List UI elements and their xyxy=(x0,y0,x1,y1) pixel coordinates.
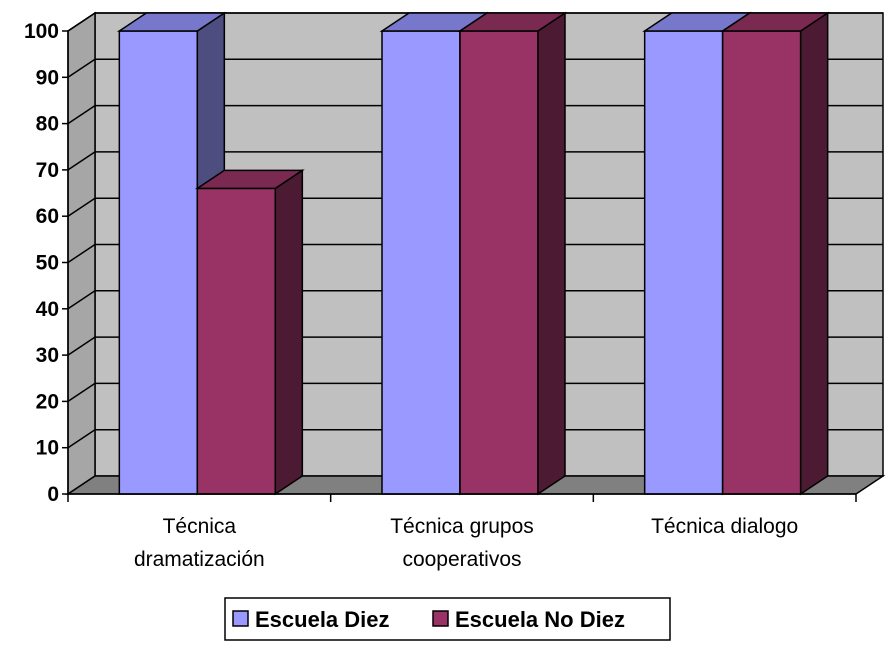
y-tick-label: 60 xyxy=(36,205,59,228)
y-tick-label: 10 xyxy=(36,437,59,460)
y-tick-label: 20 xyxy=(36,390,59,413)
x-tick-label: Técnica dialogo xyxy=(651,515,798,538)
bar-side xyxy=(274,169,304,496)
gridline xyxy=(67,428,883,449)
bar-front xyxy=(381,30,461,495)
bar xyxy=(457,11,568,496)
x-axis-ticks: Técnica dramatización Técnica grupos cooper… xyxy=(67,493,857,571)
bar-side xyxy=(537,11,566,496)
bar xyxy=(116,11,227,496)
gridline xyxy=(67,382,883,403)
y-tick-label: 70 xyxy=(36,159,59,182)
gridline xyxy=(67,197,883,217)
x-tick-label-line: Técnica xyxy=(163,515,237,538)
y-axis-ticks: 0 10 20 30 40 50 60 70 80 90 100 xyxy=(24,20,69,506)
bar-front xyxy=(459,30,539,495)
gridline xyxy=(67,336,883,356)
legend: Escuela Diez Escuela No Diez xyxy=(224,597,671,641)
bar-top xyxy=(457,12,568,32)
bar-side xyxy=(799,11,829,496)
bars xyxy=(116,11,831,496)
y-tick-label: 90 xyxy=(36,66,59,89)
gridline xyxy=(67,151,883,171)
x-tick-label-line: dramatización xyxy=(134,548,265,571)
gridline xyxy=(67,58,883,78)
gridlines xyxy=(67,12,883,449)
y-tick-label: 30 xyxy=(36,344,59,367)
bar-front xyxy=(118,30,199,495)
bar-front xyxy=(721,30,802,495)
x-tick-label: Técnica grupos cooperativos xyxy=(390,515,534,571)
legend-label: Escuela No Diez xyxy=(455,607,625,632)
legend-label: Escuela Diez xyxy=(255,607,390,632)
x-tick-label-line: Técnica dialogo xyxy=(651,515,798,538)
x-tick-label-line: Técnica grupos xyxy=(390,515,534,538)
bar-top xyxy=(194,169,305,190)
gridline xyxy=(67,104,883,125)
bar-front xyxy=(196,187,277,495)
gridline xyxy=(67,243,883,264)
y-tick-label: 100 xyxy=(24,20,59,43)
y-tick-label: 80 xyxy=(36,113,59,136)
bar-top xyxy=(720,12,831,32)
legend-swatch xyxy=(432,610,449,627)
y-tick-label: 50 xyxy=(36,252,59,275)
gridline xyxy=(67,12,883,32)
bar xyxy=(194,169,305,496)
y-tick-label: 0 xyxy=(47,483,59,506)
bar-top xyxy=(116,12,227,32)
bar xyxy=(720,11,831,496)
y-tick-label: 40 xyxy=(36,298,59,321)
legend-swatch xyxy=(232,610,249,627)
x-tick-label: Técnica dramatización xyxy=(134,515,265,571)
bar-front xyxy=(643,30,724,495)
x-tick-label-line: cooperativos xyxy=(402,548,521,571)
gridline xyxy=(67,290,883,310)
